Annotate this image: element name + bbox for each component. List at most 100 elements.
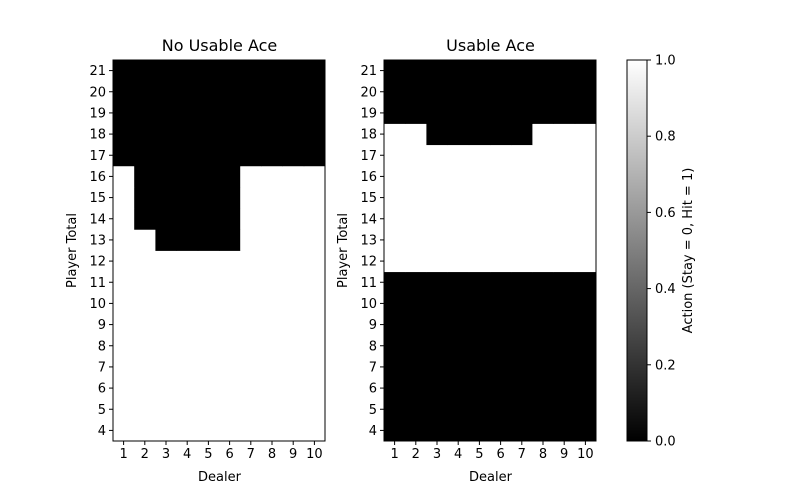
heatmap-cell [384, 229, 406, 251]
heatmap-cell [176, 81, 199, 103]
heatmap-cell [176, 292, 199, 315]
x-tick-label: 5 [475, 447, 483, 462]
heatmap-cell [134, 165, 156, 188]
heatmap-cell [490, 314, 512, 336]
y-tick-label: 7 [369, 360, 377, 375]
heatmap-cell [468, 123, 491, 146]
heatmap-cell [197, 144, 220, 167]
heatmap-cell [426, 419, 448, 442]
heatmap-cell [155, 314, 177, 336]
heatmap-cell [282, 292, 305, 315]
heatmap-cell [511, 271, 533, 294]
heatmap-cell [447, 292, 470, 315]
plot-frame [112, 59, 326, 442]
heatmap-cell [134, 81, 156, 103]
heatmap-cell [155, 165, 177, 188]
y-tick-label: 4 [98, 424, 106, 439]
heatmap-cell [426, 165, 448, 188]
heatmap-cell [447, 314, 470, 336]
heatmap-cell [282, 187, 305, 209]
heatmap-cell [134, 102, 156, 124]
heatmap-cell [426, 314, 448, 336]
heatmap-cell [261, 250, 283, 273]
heatmap-cell [468, 292, 491, 315]
heatmap-cell [553, 60, 576, 82]
heatmap-cell [468, 144, 491, 167]
heatmap-cell [176, 165, 199, 188]
heatmap-cell [134, 60, 156, 82]
heatmap-cell [490, 144, 512, 167]
heatmap-cell [176, 102, 199, 124]
y-tick-label: 16 [360, 170, 377, 185]
y-tick-label: 18 [360, 128, 377, 143]
heatmap-cell [240, 356, 262, 378]
y-tick-label: 13 [360, 233, 377, 248]
heatmap-cell [511, 398, 533, 421]
heatmap-cell [219, 187, 241, 209]
y-tick-label: 13 [89, 233, 106, 248]
heatmap-cell [113, 314, 135, 336]
heatmap-cell [405, 144, 427, 167]
heatmap-cell [532, 102, 554, 124]
y-tick-label: 9 [369, 318, 377, 333]
heatmap-cell [490, 208, 512, 230]
heatmap-cell [490, 123, 512, 146]
heatmap-cell [511, 419, 533, 442]
heatmap-cell [553, 165, 576, 188]
heatmap-cell [155, 81, 177, 103]
heatmap-cell [240, 292, 262, 315]
heatmap-cell [447, 335, 470, 357]
heatmap-cell [219, 356, 241, 378]
x-axis-ticks: 1 2 3 4 5 6 7 8 9 10 [390, 441, 594, 462]
heatmap-cell [511, 81, 533, 103]
heatmap-cell [574, 60, 597, 82]
heatmap-cell [405, 292, 427, 315]
heatmap-cell [176, 250, 199, 273]
heatmap-cell [240, 419, 262, 442]
heatmap-cell [176, 356, 199, 378]
heatmap-cell [197, 292, 220, 315]
heatmap-cell [447, 187, 470, 209]
heatmap-cell [303, 314, 326, 336]
heatmap-cell [574, 398, 597, 421]
heatmap-cell [426, 335, 448, 357]
heatmap-cell [176, 60, 199, 82]
heatmap-cell [282, 356, 305, 378]
heatmap-cell [426, 250, 448, 273]
heatmap-cell [113, 123, 135, 146]
x-tick-label: 8 [539, 447, 547, 462]
heatmap-cell [240, 229, 262, 251]
heatmap-cell [113, 144, 135, 167]
heatmap-cell [219, 123, 241, 146]
heatmap-cell [447, 377, 470, 400]
y-tick-label: 10 [89, 297, 106, 312]
heatmap-cell [240, 60, 262, 82]
heatmap-cell [240, 314, 262, 336]
heatmap-cell [282, 144, 305, 167]
heatmap-cell [155, 377, 177, 400]
heatmap-cell [303, 419, 326, 442]
heatmap-cell [134, 208, 156, 230]
heatmap-cell [219, 144, 241, 167]
colorbar-tick-label: 0.8 [655, 130, 676, 145]
y-tick-label: 18 [89, 128, 106, 143]
y-tick-label: 6 [369, 382, 377, 397]
heatmap-cell [447, 123, 470, 146]
x-tick-label: 3 [162, 447, 170, 462]
heatmap-cell [261, 271, 283, 294]
heatmap-cell [282, 314, 305, 336]
heatmap-cell [426, 271, 448, 294]
heatmap-cell [134, 419, 156, 442]
x-tick-label: 9 [560, 447, 568, 462]
y-tick-label: 19 [89, 106, 106, 121]
heatmap-cell [553, 250, 576, 273]
heatmap-cell [468, 250, 491, 273]
heatmap-cell [384, 292, 406, 315]
x-tick-label: 8 [268, 447, 276, 462]
heatmap-cell [282, 250, 305, 273]
heatmap-cell [553, 208, 576, 230]
heatmap-cell [176, 229, 199, 251]
x-tick-label: 1 [119, 447, 127, 462]
y-axis-label: Player Total [336, 213, 351, 288]
heatmap-cell [405, 102, 427, 124]
